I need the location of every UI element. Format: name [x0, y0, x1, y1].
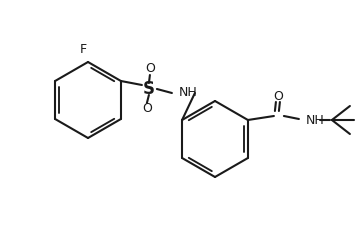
Text: NH: NH: [306, 113, 325, 127]
Text: O: O: [142, 102, 152, 116]
Text: F: F: [79, 43, 87, 56]
Text: O: O: [145, 62, 155, 76]
Text: NH: NH: [179, 87, 198, 99]
Text: O: O: [273, 89, 283, 102]
Text: S: S: [143, 80, 155, 98]
